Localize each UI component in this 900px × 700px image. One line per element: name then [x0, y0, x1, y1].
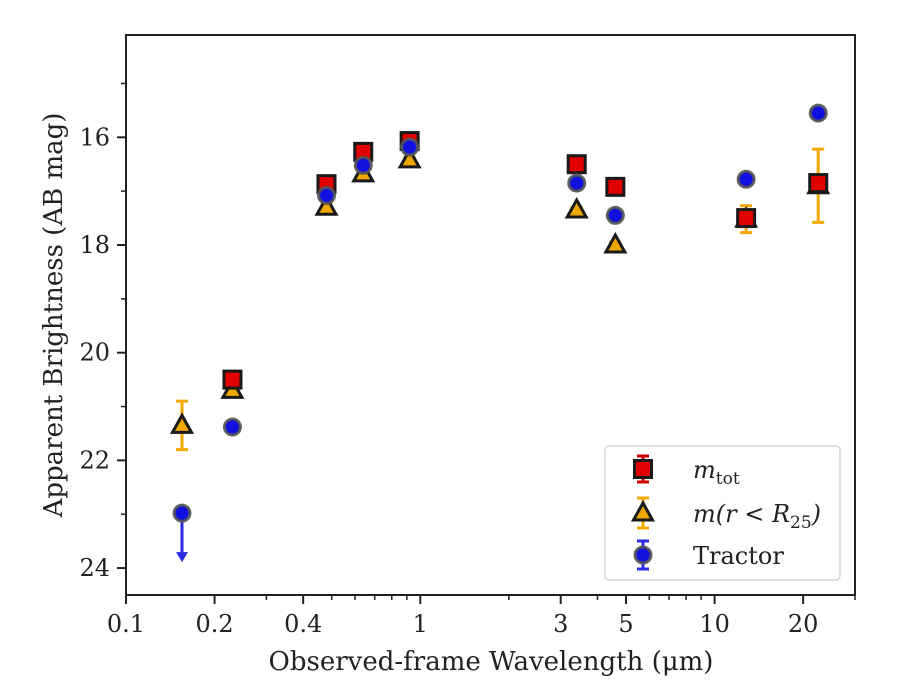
x-tick-label: 0.4	[284, 610, 322, 638]
y-tick-label: 18	[79, 231, 110, 259]
square-marker	[566, 154, 587, 175]
legend-label: m(r < R25)	[693, 500, 821, 533]
legend-label: Tractor	[693, 542, 784, 570]
circle-marker	[353, 155, 373, 175]
x-tick-label: 1	[413, 610, 428, 638]
y-tick-label: 24	[79, 554, 110, 582]
square-marker	[605, 176, 626, 197]
legend-label: mtot	[693, 456, 740, 489]
square-marker	[222, 369, 243, 390]
x-tick-label: 5	[618, 610, 633, 638]
triangle-marker	[169, 412, 195, 434]
y-tick-label: 20	[79, 339, 110, 367]
circle-marker	[567, 173, 587, 193]
legend-square-marker	[633, 459, 653, 479]
upper-limit-arrowhead	[176, 552, 189, 563]
circle-marker	[605, 205, 625, 225]
triangle-marker	[397, 146, 422, 169]
x-tick-label: 20	[788, 610, 819, 638]
x-tick-label: 3	[553, 610, 568, 638]
triangle-marker	[603, 231, 628, 254]
x-tick-label: 0.1	[107, 610, 145, 638]
y-axis: 16 18 20 22 24	[79, 82, 126, 582]
circle-marker	[808, 103, 828, 123]
circle-marker	[222, 417, 242, 437]
circle-marker	[172, 503, 192, 523]
circle-marker	[736, 169, 756, 189]
x-axis: 0.1 0.2 0.4 1 3 5 10 20	[107, 595, 856, 638]
y-tick-label: 16	[79, 123, 110, 151]
plot-frame	[125, 34, 856, 596]
x-tick-label: 0.2	[196, 610, 234, 638]
legend: mtot m(r < R25) Tractor	[604, 445, 841, 581]
x-axis-title: Observed-frame Wavelength (μm)	[269, 647, 714, 677]
circle-marker	[316, 185, 336, 205]
legend-circle-marker	[633, 545, 653, 565]
triangle-marker	[564, 196, 589, 219]
legend-triangle-marker	[630, 499, 656, 522]
triangle-marker	[314, 194, 339, 216]
marker-layer	[169, 103, 831, 523]
x-tick-label: 10	[699, 610, 730, 638]
y-tick-label: 22	[79, 446, 110, 474]
legend-box	[604, 445, 841, 581]
square-marker	[736, 208, 757, 229]
y-axis-title: Apparent Brightness (AB mag)	[39, 113, 69, 519]
square-marker	[808, 173, 829, 194]
circle-marker	[400, 137, 420, 157]
